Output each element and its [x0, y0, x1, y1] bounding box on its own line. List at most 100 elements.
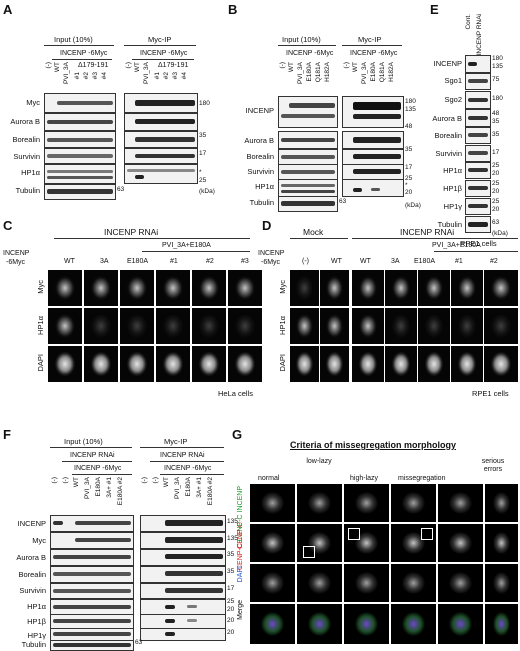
a-mw-63: 63 [117, 186, 125, 193]
a-construct-ip: INCENP -6Myc [140, 50, 188, 57]
f-construct-input: INCENP -6Myc [74, 465, 122, 472]
g-col-high-lazy: high-lazy [350, 475, 379, 482]
f-row-borealin: Borealin [18, 570, 46, 579]
d-mock: Mock [303, 227, 324, 237]
e-mw-180: 180 [492, 55, 503, 62]
e-row-incenp: INCENP [433, 59, 462, 68]
f-lane-7: E180A #2 [117, 477, 124, 506]
f-blot-input-tubulin [50, 640, 134, 651]
b-mw-48: 48 [405, 123, 413, 130]
f-row-survivin: Survivin [19, 586, 46, 595]
g-row-cenpc: CENP-C [237, 522, 244, 549]
g-img-misseg-3 [438, 564, 483, 602]
f-row-hp1a: HP1α [27, 602, 46, 611]
panel-letter-g: G [232, 427, 243, 442]
g-img-serious-3 [485, 564, 518, 602]
b-input-line [278, 45, 336, 46]
b-mw-63: 63 [339, 198, 347, 205]
e-mw-35: 35 [492, 118, 500, 125]
c-img-hp1a-1 [156, 308, 190, 344]
panel-letter-f: F [3, 427, 11, 442]
b-blot-input-survivin [278, 164, 338, 180]
g-col-normal: normal [258, 475, 280, 482]
d-img-dapi-mock-wt [320, 346, 349, 382]
g-img-misseg-2 [438, 524, 483, 562]
c-row-myc: Myc [36, 280, 45, 294]
a-blot-input-myc [44, 93, 116, 113]
a-kda: (kDa) [199, 188, 215, 195]
c-col-5: #2 [206, 258, 214, 265]
d-img-myc-e180a [418, 270, 450, 306]
f-blot-input-hp1a [50, 599, 134, 615]
e-row-sgo2: Sgo2 [444, 95, 462, 104]
f-rnai-input: INCENP RNAi [70, 452, 115, 459]
d-img-hp1a-mock-neg [290, 308, 319, 344]
d-img-hp1a-e180a [418, 308, 450, 344]
f-blot-input-myc [50, 532, 134, 549]
c-img-dapi-3 [228, 346, 262, 382]
b-ip-lane-4: E180A [370, 62, 377, 82]
b-blot-input-aurorab [278, 131, 338, 149]
b-blot-ip-borealin [342, 149, 404, 165]
e-mw-25c: 25 [492, 198, 500, 205]
f-row-tubulin: Tubulin [21, 640, 46, 649]
g-img-misseg-4 [438, 604, 483, 644]
f-row-hp1g: HP1γ [27, 631, 46, 640]
d-img-myc-mock-wt [320, 270, 349, 306]
d-header-line [352, 238, 518, 239]
c-side-2: -6Myc [6, 259, 26, 266]
a-row-myc: Myc [26, 98, 40, 107]
a-lane-2: WT [54, 62, 61, 73]
f-blot-input-incenp [50, 515, 134, 532]
f-ip-lane-7: E180A #2 [207, 477, 214, 506]
f-construct-ip: INCENP -6Myc [164, 465, 212, 472]
b-mw-35: 35 [405, 146, 413, 153]
f-blot-ip-myc [140, 532, 226, 549]
b-mw-20: 20 [405, 189, 413, 196]
f-mw-20c: 20 [227, 629, 235, 636]
a-ip-lane-4: #1 [154, 72, 161, 80]
a-delta-label: Δ179-191 [78, 62, 109, 69]
a-ip-lane-7: #4 [181, 72, 188, 80]
g-img-lowlazy-4 [297, 604, 342, 644]
b-kda: (kDa) [405, 202, 421, 209]
b-lane-1: (-) [279, 62, 286, 69]
f-mw-135: 135 [227, 518, 238, 525]
e-blot-hp1a [465, 162, 491, 179]
g-img-highlazy-b-1 [391, 484, 436, 522]
f-blot-input-survivin [50, 583, 134, 599]
b-ip-lane-6: H182A [388, 62, 395, 82]
f-blot-ip-borealin [140, 566, 226, 583]
b-blot-ip-survivin [342, 164, 404, 180]
c-subheader-line [142, 251, 250, 252]
f-row-hp1b: HP1β [27, 617, 46, 626]
g-img-highlazy-a-3 [344, 564, 389, 602]
d-col-1: (-) [302, 258, 309, 265]
e-mw-25b: 25 [492, 180, 500, 187]
g-img-lowlazy-1 [297, 484, 342, 522]
e-blot-sgo2 [465, 91, 491, 109]
f-rnai-ip: INCENP RNAi [160, 452, 205, 459]
f-lane-1: (-) [51, 477, 58, 484]
panel-letter-e: E [430, 2, 439, 17]
g-title: Criteria of missegregation morphology [290, 440, 457, 450]
a-blot-input-aurorab [44, 113, 116, 131]
b-blot-ip-incenp [342, 96, 404, 128]
panel-letter-a: A [3, 2, 13, 17]
e-mw-17: 17 [492, 149, 500, 156]
g-img-lowlazy-3 [297, 564, 342, 602]
c-img-dapi-3a [84, 346, 118, 382]
c-img-hp1a-wt [48, 308, 82, 344]
a-lane-3: PVI_3A [63, 62, 70, 85]
g-img-highlazy-a-1 [344, 484, 389, 522]
f-mw-135b: 135 [227, 535, 238, 542]
f-ip-lane-5: E180A [185, 477, 192, 497]
d-cells: RPE1 cells [472, 389, 509, 398]
c-img-myc-2 [192, 270, 226, 306]
f-mw-17: 17 [227, 585, 235, 592]
f-mw-35: 35 [227, 551, 235, 558]
b-ip-line [342, 45, 402, 46]
f-lane-5: E180A [95, 477, 102, 497]
g-col-serious-errors: serious errors [481, 458, 505, 474]
b-lane-5: Q181A [315, 62, 322, 83]
